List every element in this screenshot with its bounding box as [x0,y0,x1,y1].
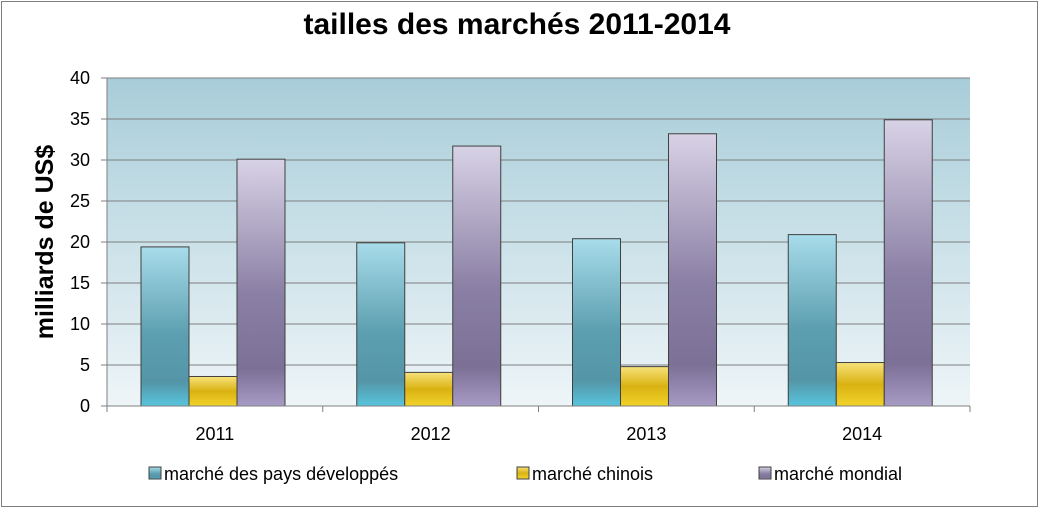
legend-label-series-1: marché des pays développés [164,464,398,484]
legend-swatch-series-2 [516,466,530,480]
x-tick-label: 2012 [411,424,451,444]
legend: marché des pays développés marché chinois… [148,464,902,484]
bar-2013-series-3 [668,133,717,407]
bar-2012-series-1 [356,242,406,407]
y-tick-label: 30 [70,150,90,170]
bar-2014-series-1 [787,234,837,407]
bar-2012-series-3 [452,145,502,407]
legend-swatch-series-3 [758,466,772,480]
legend-swatch-series-1 [148,466,162,480]
x-axis-ticks: 2011 2012 2013 2014 [106,406,971,444]
y-tick-label: 35 [70,109,90,129]
y-axis-label: milliards de US$ [31,145,59,340]
y-tick-label: 5 [80,355,90,375]
y-tick-label: 40 [70,68,90,88]
chart-title: tailles des marchés 2011-2014 [304,8,731,41]
legend-label-series-2: marché chinois [532,464,653,484]
y-tick-label: 0 [80,396,90,416]
x-tick-label: 2011 [196,424,235,444]
y-tick-label: 10 [70,314,90,334]
bars [140,119,933,407]
bar-2013-series-2 [620,366,669,407]
y-tick-label: 20 [70,232,90,252]
x-tick-label: 2013 [626,424,666,444]
bar-2011-series-3 [236,158,286,407]
y-tick-label: 25 [70,191,90,211]
y-axis-ticks: 0 5 10 15 20 25 30 35 40 [70,68,107,416]
legend-label-series-3: marché mondial [774,464,902,484]
bar-2014-series-2 [835,362,885,407]
y-tick-label: 15 [70,273,90,293]
bar-2011-series-1 [140,246,190,407]
x-tick-label: 2014 [842,424,882,444]
bar-2014-series-3 [883,119,933,407]
bar-2011-series-2 [188,375,238,407]
bar-2013-series-1 [572,238,621,407]
bar-2012-series-2 [404,371,454,407]
